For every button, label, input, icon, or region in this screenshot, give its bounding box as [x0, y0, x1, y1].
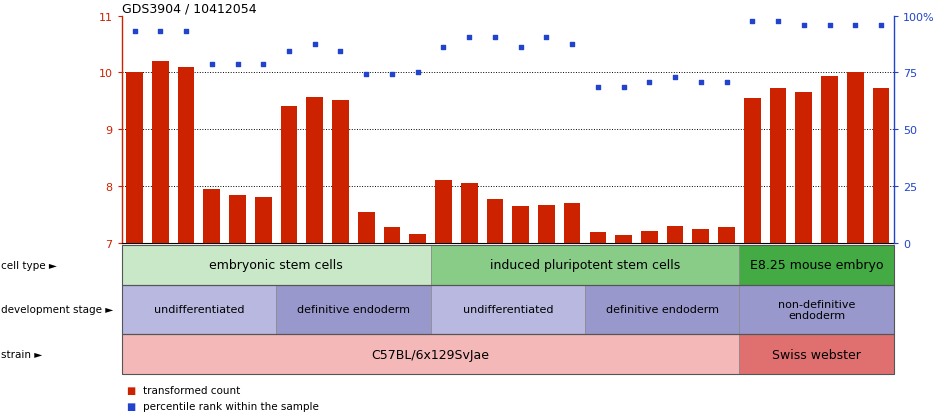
Point — [230, 62, 245, 68]
Text: definitive endoderm: definitive endoderm — [606, 305, 719, 315]
Bar — [332, 101, 349, 244]
Point — [873, 23, 888, 29]
Bar — [306, 98, 323, 244]
Point — [745, 19, 760, 26]
Point — [461, 35, 476, 41]
Point — [822, 23, 837, 29]
Bar — [358, 212, 374, 244]
Point — [436, 45, 451, 51]
Bar — [872, 89, 889, 244]
Text: undifferentiated: undifferentiated — [154, 305, 244, 315]
Bar — [409, 234, 426, 244]
Point — [179, 28, 194, 35]
Point — [256, 62, 271, 68]
Point — [667, 74, 682, 81]
Point — [591, 84, 606, 91]
Point — [564, 42, 579, 48]
Point — [797, 23, 812, 29]
Bar — [487, 199, 504, 244]
Text: C57BL/6x129SvJae: C57BL/6x129SvJae — [372, 348, 490, 361]
Point — [204, 62, 219, 68]
Bar — [229, 195, 246, 244]
Text: development stage ►: development stage ► — [1, 305, 113, 315]
Point — [616, 84, 631, 91]
Point — [848, 23, 863, 29]
Bar — [769, 89, 786, 244]
Bar — [666, 227, 683, 244]
Bar — [563, 204, 580, 244]
Text: ■: ■ — [126, 401, 136, 411]
Point — [770, 19, 785, 26]
Text: transformed count: transformed count — [143, 385, 241, 395]
Bar — [203, 190, 220, 244]
Point — [358, 72, 373, 78]
Point — [410, 70, 425, 76]
Bar — [461, 184, 477, 244]
Bar — [847, 73, 864, 244]
Bar — [641, 231, 658, 244]
Bar — [178, 68, 195, 244]
Point — [719, 80, 734, 86]
Bar — [615, 235, 632, 244]
Point — [333, 48, 348, 55]
Text: induced pluripotent stem cells: induced pluripotent stem cells — [490, 259, 680, 272]
Bar — [590, 232, 607, 244]
Bar — [126, 73, 143, 244]
Bar — [512, 207, 529, 244]
Point — [153, 28, 168, 35]
Text: GDS3904 / 10412054: GDS3904 / 10412054 — [122, 2, 256, 15]
Point — [694, 80, 709, 86]
Point — [282, 48, 297, 55]
Point — [488, 35, 503, 41]
Bar — [152, 62, 168, 244]
Bar — [255, 197, 271, 244]
Text: cell type ►: cell type ► — [1, 260, 57, 271]
Text: non-definitive
endoderm: non-definitive endoderm — [778, 299, 856, 320]
Text: percentile rank within the sample: percentile rank within the sample — [143, 401, 319, 411]
Bar — [435, 180, 452, 244]
Text: undifferentiated: undifferentiated — [462, 305, 553, 315]
Text: ■: ■ — [126, 385, 136, 395]
Point — [513, 45, 528, 51]
Bar — [744, 99, 761, 244]
Bar — [718, 228, 735, 244]
Bar — [384, 228, 401, 244]
Text: E8.25 mouse embryo: E8.25 mouse embryo — [750, 259, 884, 272]
Text: strain ►: strain ► — [1, 349, 42, 359]
Bar — [281, 106, 298, 244]
Bar — [796, 93, 812, 244]
Point — [127, 28, 142, 35]
Point — [642, 80, 657, 86]
Bar — [821, 77, 838, 244]
Bar — [538, 205, 555, 244]
Bar — [693, 230, 709, 244]
Text: definitive endoderm: definitive endoderm — [297, 305, 410, 315]
Text: embryonic stem cells: embryonic stem cells — [210, 259, 343, 272]
Point — [385, 72, 400, 78]
Text: Swiss webster: Swiss webster — [772, 348, 861, 361]
Point — [539, 35, 554, 41]
Point — [307, 42, 322, 48]
